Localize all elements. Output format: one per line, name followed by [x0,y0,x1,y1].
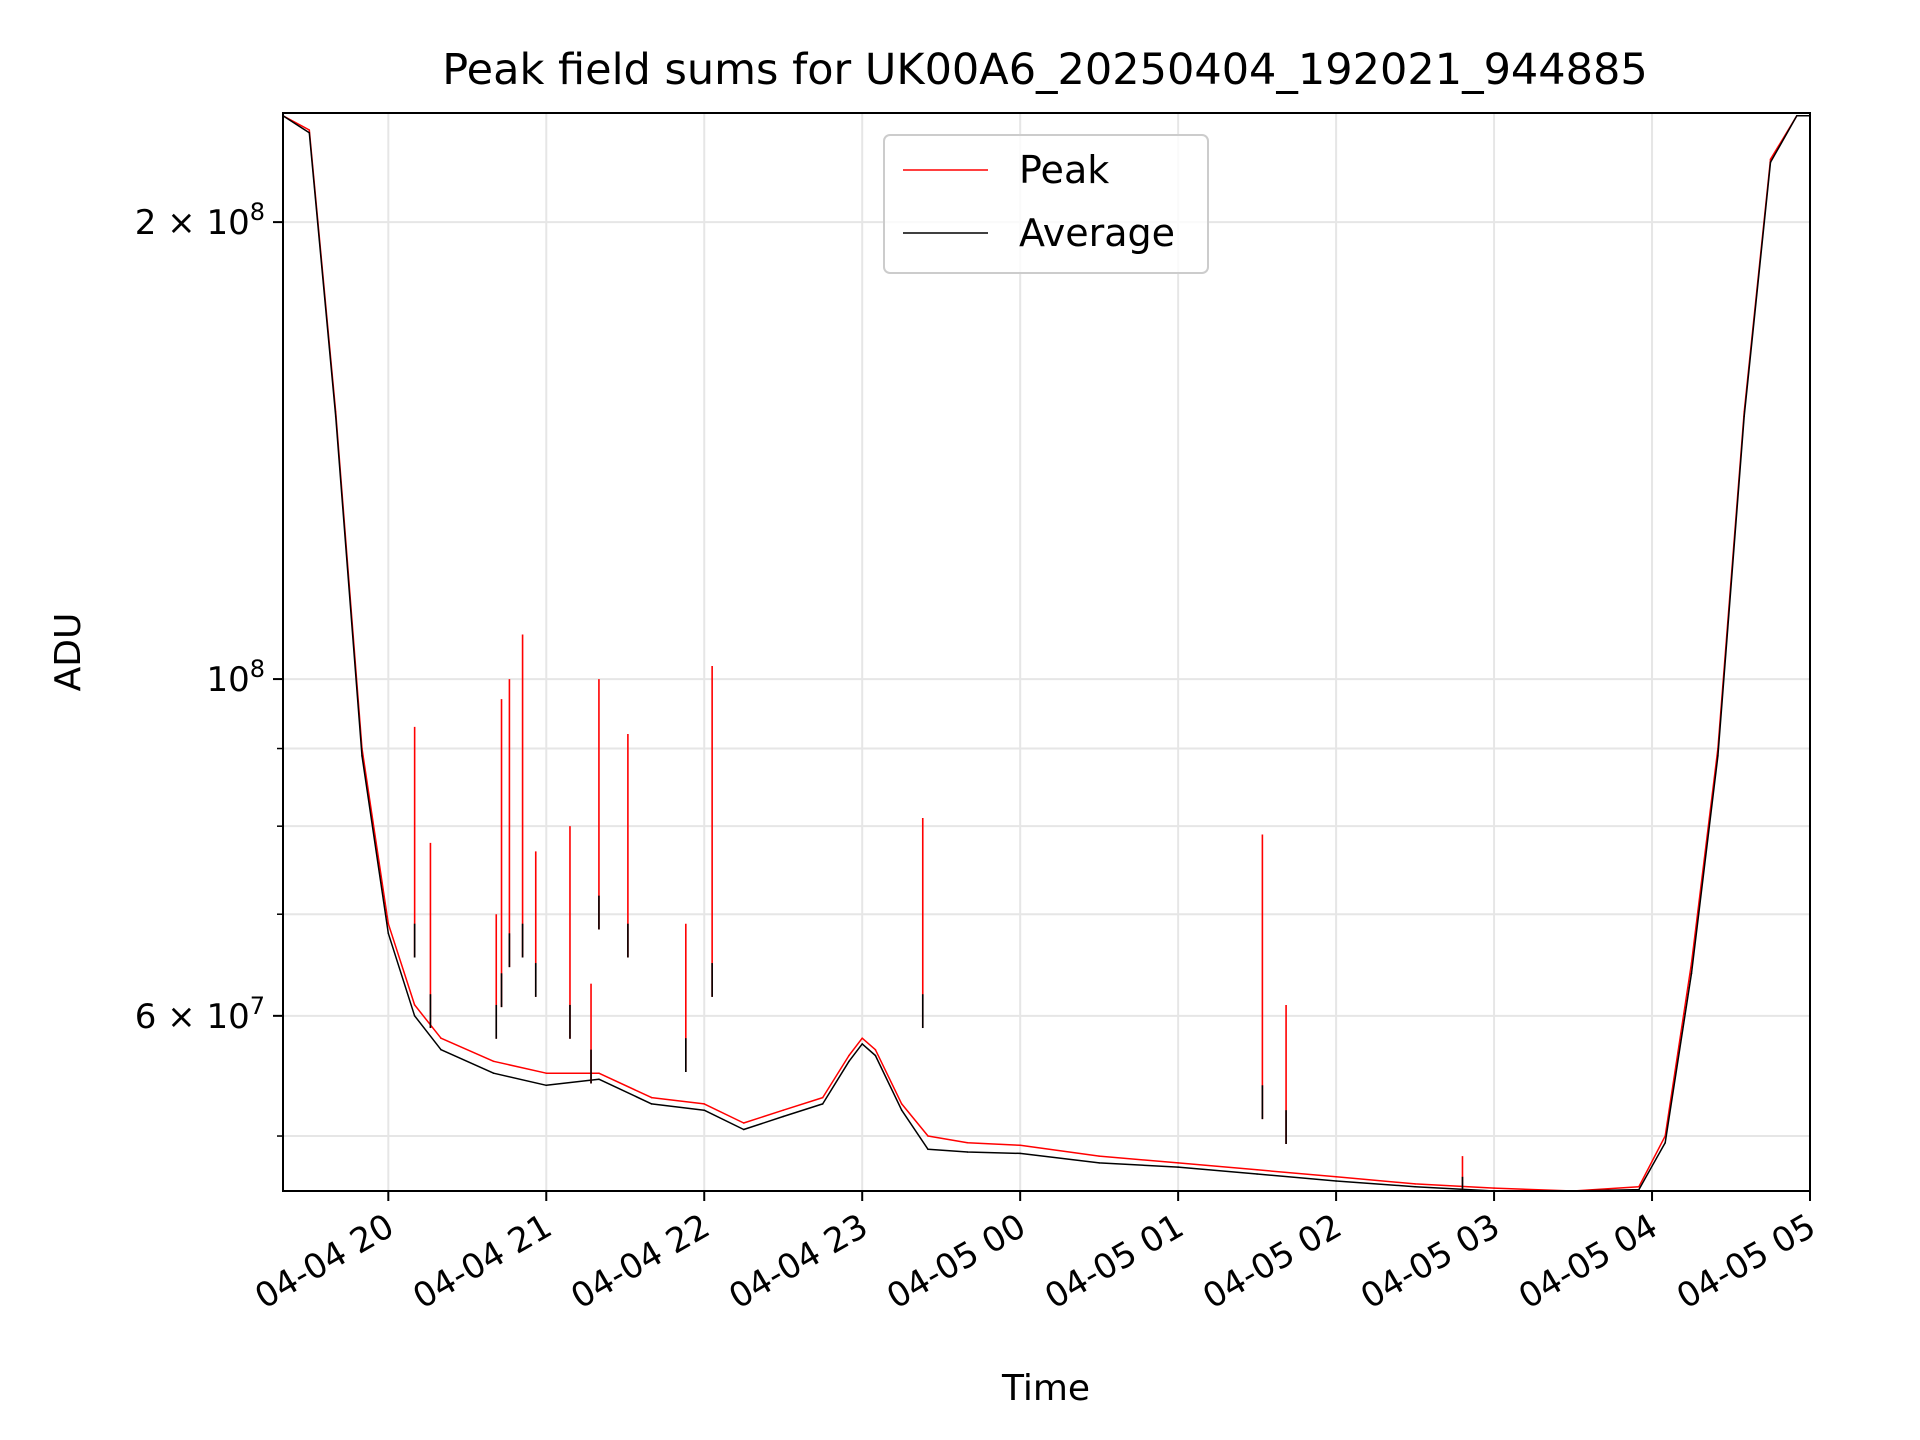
data-point-peak [821,1096,824,1099]
data-point-peak [874,1048,877,1051]
data-point-peak [1769,158,1772,161]
data-point-average [861,1043,863,1045]
data-point-peak [492,1060,495,1063]
data-point-average [492,1072,495,1074]
data-point-average [1664,1141,1666,1144]
data-point-peak [848,1054,850,1057]
data-point-peak [1493,1187,1495,1189]
data-point-peak [387,922,390,925]
x-axis-label: Time [1001,1368,1090,1409]
data-point-peak [545,1072,548,1074]
data-point-peak [650,1096,653,1099]
data-point-average [440,1048,442,1051]
data-point-average [361,755,363,757]
data-point-average [1414,1185,1416,1188]
data-point-average [1335,1180,1337,1182]
data-point-peak [1638,1185,1640,1188]
data-point-peak [900,1103,903,1105]
series-group [282,115,1811,1192]
data-point-average [1743,415,1745,418]
data-point-average [1690,972,1693,975]
y-axis-label: ADU [48,613,89,692]
data-point-average [900,1109,903,1111]
data-point-average [874,1054,877,1057]
data-point-average [1638,1188,1640,1191]
data-point-peak [598,1072,600,1074]
legend: Peak Average [883,134,1209,274]
data-point-peak [308,129,311,131]
chart-title: Peak field sums for UK00A6_20250404_1920… [442,45,1647,95]
data-point-peak [1019,1144,1021,1147]
data-point-peak [413,1004,416,1006]
data-point-peak [1690,962,1693,964]
data-point-average [1256,1173,1258,1175]
data-point-average [1717,755,1719,757]
data-point-average [334,415,337,418]
data-point-peak [966,1141,969,1144]
data-point-average [848,1060,850,1063]
y-tick-label: 6 × 107 [135,992,265,1037]
axes-frame [282,112,1811,1192]
data-point-average [598,1078,600,1080]
y-tick-label: 2 × 108 [135,198,265,243]
data-point-average [966,1151,969,1153]
data-point-average [413,1015,416,1017]
data-point-average [782,1115,784,1118]
legend-label-peak: Peak [1019,148,1109,192]
data-point-peak [927,1135,929,1137]
data-point-average [1177,1166,1179,1168]
data-point-average [387,932,390,935]
data-point-average [703,1109,705,1111]
data-point-average [1769,161,1772,164]
data-point-peak [1414,1183,1416,1185]
legend-label-average: Average [1019,211,1175,255]
data-point-average [742,1128,745,1131]
data-point-average [1796,115,1798,117]
data-point-peak [1177,1162,1179,1164]
data-point-peak [742,1122,745,1124]
data-point-average [821,1103,824,1105]
data-point-peak [1098,1155,1100,1157]
data-point-peak [782,1109,784,1111]
plot-area [282,115,1811,1192]
data-point-peak [703,1103,705,1105]
data-point-average [927,1148,929,1151]
data-point-average [1019,1152,1021,1155]
data-point-peak [861,1037,863,1039]
data-point-average [308,132,311,134]
data-point-average [545,1084,548,1087]
data-point-peak [440,1037,442,1039]
data-point-average [650,1103,653,1105]
data-point-average [1098,1162,1100,1164]
data-point-peak [1256,1169,1258,1171]
data-point-peak [1335,1176,1337,1178]
